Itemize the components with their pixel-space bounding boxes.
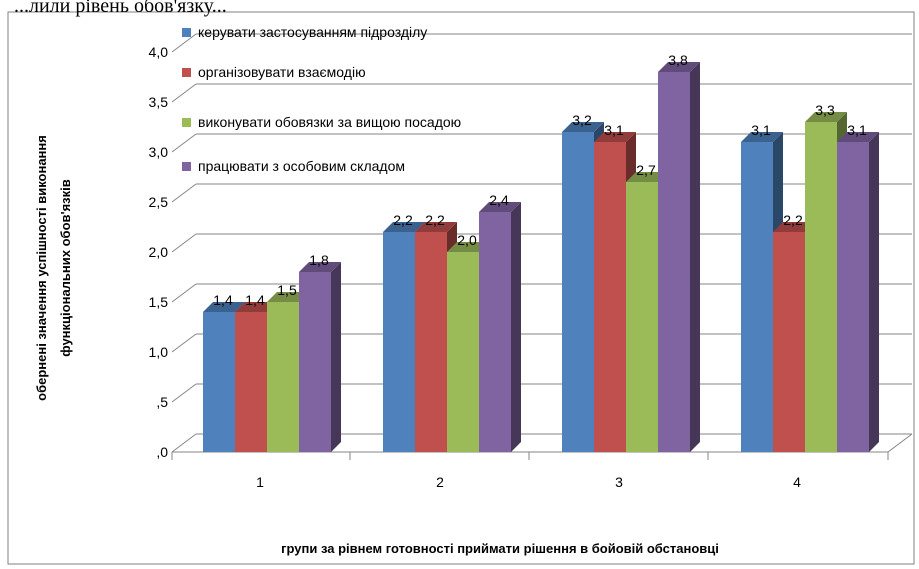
data-label: 3,1	[751, 122, 771, 138]
y-tick-label: 1,5	[149, 294, 169, 310]
gridline-depth	[171, 383, 197, 403]
data-label: 2,2	[393, 212, 413, 228]
bar-top	[741, 132, 783, 142]
y-tick-label: 3,0	[149, 144, 169, 160]
y-tick-label: 3,5	[149, 94, 169, 110]
bar-top	[235, 302, 277, 312]
bar	[562, 132, 594, 452]
gridline-depth	[171, 283, 197, 303]
gridline-depth	[171, 433, 197, 453]
gridline-depth	[171, 183, 197, 203]
bar-top	[447, 242, 489, 252]
data-label: 2,7	[636, 162, 656, 178]
y-tick-label: 4,0	[149, 44, 169, 60]
gridline-depth	[171, 333, 197, 353]
bar-top	[837, 132, 879, 142]
data-label: 2,4	[489, 192, 509, 208]
data-label: 3,8	[668, 52, 688, 68]
data-label: 3,3	[815, 102, 835, 118]
y-tick-label: 1,0	[149, 344, 169, 360]
bar-top	[805, 112, 847, 122]
data-label: 1,4	[213, 292, 233, 308]
y-tick-label: 2,0	[149, 244, 169, 260]
data-label: 3,2	[572, 112, 592, 128]
bar	[203, 312, 235, 452]
top-text-fragment: ...лили рівень обов'язку...	[14, 0, 227, 17]
legend: керувати застосуванням підрозділу організ…	[182, 24, 461, 174]
legend-label: організовувати взаємодію	[198, 64, 366, 80]
x-tick-label: 1	[256, 474, 264, 490]
bar	[805, 122, 837, 452]
bar	[415, 232, 447, 452]
bar	[447, 252, 479, 452]
bar	[299, 272, 331, 452]
bar-top	[299, 262, 341, 272]
gridline-depth	[171, 233, 197, 253]
y-tick-label: ,5	[156, 394, 168, 410]
bar-top	[479, 202, 521, 212]
bar	[594, 142, 626, 452]
x-axis-title: групи за рівнем готовності приймати ріше…	[281, 541, 719, 556]
legend-swatch	[182, 118, 191, 127]
legend-label: виконувати обовязки за вищою посадою	[198, 114, 461, 130]
legend-label: працювати з особовим складом	[198, 158, 405, 174]
bar	[741, 142, 773, 452]
data-labels: 1,4 1,4 1,5 1,8 2,2 2,2 2,0 2,4 3,2 3,1 2,7 3,8 3,1 2…	[213, 52, 867, 308]
x-tick-label: 3	[615, 474, 623, 490]
bar-top	[773, 222, 815, 232]
bar	[626, 182, 658, 452]
gridline-depth	[171, 83, 197, 103]
data-label: 1,4	[245, 292, 265, 308]
legend-swatch	[182, 28, 191, 37]
data-label: 2,0	[457, 232, 477, 248]
bar-top	[383, 222, 425, 232]
legend-swatch	[182, 68, 191, 77]
bar-top	[594, 132, 636, 142]
gridline-depth	[171, 33, 197, 53]
y-axis-title-line-1: обернені значення успішності виконання	[34, 135, 49, 401]
bar-top	[562, 122, 604, 132]
bar-side	[511, 202, 521, 452]
legend-label: керувати застосуванням підрозділу	[198, 24, 427, 40]
data-label: 3,1	[604, 122, 624, 138]
bar-side	[331, 262, 341, 452]
data-label: 3,1	[847, 122, 867, 138]
data-label: 2,2	[783, 212, 803, 228]
bar	[773, 232, 805, 452]
floor-right-edge	[887, 433, 913, 453]
chart-frame	[7, 11, 915, 565]
bar	[479, 212, 511, 452]
bar-top	[658, 62, 700, 72]
bar-side	[869, 132, 879, 452]
bar	[383, 232, 415, 452]
legend-swatch	[182, 162, 191, 171]
bar	[658, 72, 690, 452]
data-label: 2,2	[425, 212, 445, 228]
y-axis-title-line-2: функціональних обов'язків	[58, 179, 73, 357]
x-tick-label: 4	[793, 474, 801, 490]
bar	[267, 302, 299, 452]
x-tick-label: 2	[436, 474, 444, 490]
y-axis-ticks: ,0 ,5 1,0 1,5 2,0 2,5 3,0 3,5 4,0	[149, 44, 169, 460]
gridline-depth	[171, 133, 197, 153]
bar-top	[267, 292, 309, 302]
bar	[837, 142, 869, 452]
bar	[235, 312, 267, 452]
bar-top	[203, 302, 245, 312]
bars	[203, 62, 879, 452]
y-tick-label: 2,5	[149, 194, 169, 210]
data-label: 1,5	[277, 282, 297, 298]
x-axis-ticks: 1 2 3 4	[171, 452, 889, 490]
bar-top	[626, 172, 668, 182]
data-label: 1,8	[309, 252, 329, 268]
bar-side	[690, 62, 700, 452]
y-tick-label: ,0	[156, 444, 168, 460]
bar-top	[415, 222, 457, 232]
